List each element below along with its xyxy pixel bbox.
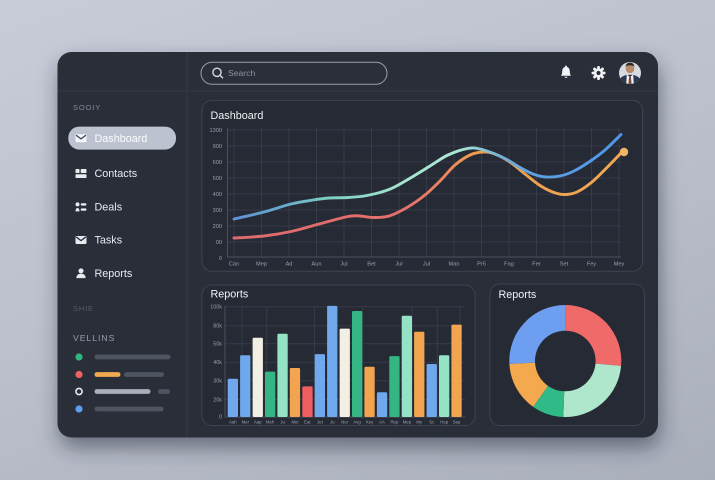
svg-text:Mep: Mep	[403, 420, 412, 425]
svg-text:SHIE: SHIE	[73, 304, 94, 313]
svg-text:Ju: Ju	[330, 420, 335, 425]
svg-text:0: 0	[219, 256, 222, 262]
svg-text:Fag: Fag	[504, 262, 514, 268]
svg-text:Eat: Eat	[304, 420, 311, 425]
svg-text:Mey: Mey	[614, 262, 625, 268]
svg-text:Reports: Reports	[95, 268, 133, 280]
svg-text:Bet: Bet	[367, 262, 376, 268]
svg-text:Fer: Fer	[532, 262, 541, 268]
svg-text:Set: Set	[560, 262, 569, 268]
svg-text:Jul: Jul	[423, 262, 430, 268]
svg-text:40k: 40k	[213, 360, 222, 366]
svg-text:Jul: Jul	[395, 262, 402, 268]
svg-text:Mer: Mer	[242, 420, 250, 425]
svg-text:Sep: Sep	[453, 420, 461, 425]
svg-text:300: 300	[213, 208, 222, 214]
svg-text:My: My	[416, 420, 423, 425]
svg-text:Aap: Aap	[254, 420, 262, 425]
svg-text:Reports: Reports	[211, 289, 249, 301]
svg-text:400: 400	[213, 192, 222, 198]
svg-text:Ner: Ner	[341, 420, 348, 425]
svg-text:30k: 30k	[213, 379, 222, 385]
svg-text:Search: Search	[228, 68, 255, 78]
svg-text:Man: Man	[449, 262, 460, 268]
svg-text:Dashboard: Dashboard	[211, 110, 264, 122]
svg-text:Aun: Aun	[312, 262, 322, 268]
svg-text:20k: 20k	[213, 397, 222, 403]
svg-text:Jet: Jet	[317, 420, 324, 425]
svg-text:00: 00	[216, 240, 222, 246]
svg-text:200: 200	[213, 224, 222, 230]
svg-text:100k: 100k	[210, 305, 222, 311]
svg-text:Avg: Avg	[353, 420, 361, 425]
svg-text:Dashboard: Dashboard	[95, 133, 148, 145]
svg-text:Hep: Hep	[440, 420, 448, 425]
svg-text:Ju: Ju	[280, 420, 285, 425]
svg-text:Fey: Fey	[587, 262, 597, 268]
svg-text:500: 500	[213, 176, 222, 182]
svg-text:Meh: Meh	[266, 420, 275, 425]
svg-text:SOOIY: SOOIY	[73, 103, 101, 112]
svg-text:VELLINS: VELLINS	[73, 333, 115, 343]
svg-text:Rep: Rep	[390, 420, 398, 425]
svg-text:Deals: Deals	[95, 202, 123, 214]
svg-text:Mei: Mei	[292, 420, 299, 425]
svg-text:Can: Can	[229, 262, 239, 268]
svg-text:900: 900	[213, 144, 222, 150]
svg-text:Sc: Sc	[429, 420, 435, 425]
svg-text:Key: Key	[366, 420, 374, 425]
svg-text:Tasks: Tasks	[95, 235, 123, 247]
svg-text:1300: 1300	[210, 128, 222, 134]
svg-text:Contacts: Contacts	[95, 168, 138, 180]
svg-text:Mep: Mep	[256, 262, 267, 268]
svg-text:AA: AA	[379, 420, 385, 425]
svg-text:Reports: Reports	[499, 289, 537, 301]
svg-text:80k: 80k	[213, 324, 222, 330]
svg-text:Ad: Ad	[286, 262, 293, 268]
svg-text:600: 600	[213, 160, 222, 166]
svg-text:Jul: Jul	[340, 262, 347, 268]
svg-text:Aah: Aah	[229, 420, 237, 425]
svg-text:0: 0	[219, 415, 222, 421]
svg-text:50k: 50k	[213, 342, 222, 348]
svg-text:Pr5: Pr5	[477, 262, 486, 268]
